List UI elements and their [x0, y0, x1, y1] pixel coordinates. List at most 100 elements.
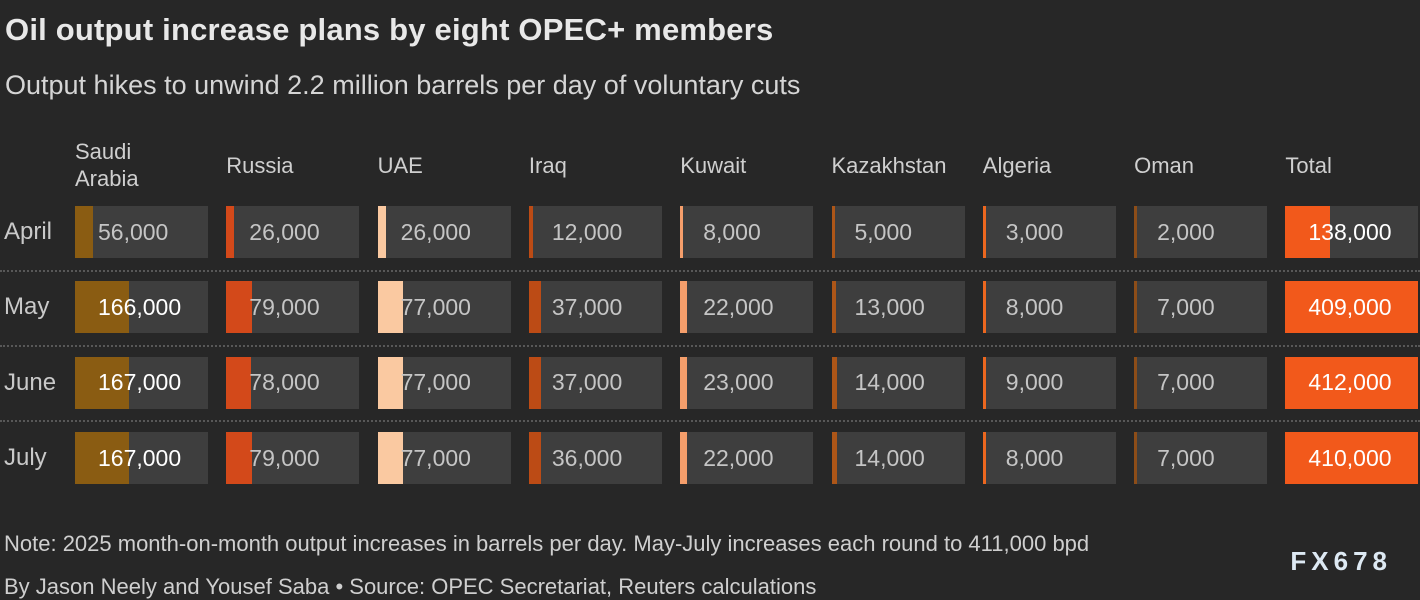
- value-bar: [528, 432, 541, 485]
- value-text: 23,000: [703, 369, 774, 396]
- value-cell-july-kuwait: 22,000: [680, 432, 814, 485]
- value-cell-april-total: 138,000: [1285, 206, 1419, 258]
- value-cell-may-iraq: 37,000: [528, 281, 662, 334]
- value-text: 77,000: [400, 369, 471, 396]
- value-text: 167,000: [98, 369, 182, 396]
- value-bar: [528, 356, 541, 409]
- value-text: 12,000: [551, 218, 623, 245]
- value-text: 8,000: [1005, 444, 1064, 471]
- value-bar: [680, 432, 688, 485]
- value-text: 26,000: [249, 218, 320, 245]
- column-header-uae: UAE: [377, 152, 423, 178]
- value-cell-may-uae: 77,000: [377, 281, 511, 334]
- value-text: 409,000: [1308, 293, 1392, 320]
- value-text: 8,000: [703, 218, 761, 245]
- value-bar: [680, 206, 684, 258]
- value-text: 5,000: [854, 218, 913, 245]
- value-text: 79,000: [249, 293, 320, 320]
- page-title: Oil output increase plans by eight OPEC+…: [5, 12, 774, 47]
- value-cell-june-saudi-arabia: 167,000: [75, 356, 208, 409]
- value-bar: [377, 356, 403, 409]
- value-bar: [75, 281, 129, 334]
- value-cell-june-uae: 77,000: [377, 356, 511, 409]
- value-text: 14,000: [854, 444, 925, 471]
- value-cell-april-kuwait: 8,000: [680, 206, 814, 258]
- column-header-saudi-arabia: Saudi Arabia: [75, 139, 139, 191]
- value-cell-july-kazakhstan: 14,000: [831, 432, 965, 485]
- value-text: 77,000: [400, 444, 471, 471]
- value-cell-june-oman: 7,000: [1134, 356, 1268, 409]
- value-bar: [1134, 206, 1138, 258]
- value-bar: [377, 206, 386, 258]
- value-bar: [982, 432, 986, 485]
- value-text: 138,000: [1308, 218, 1392, 245]
- column-header-total: Total: [1285, 152, 1332, 178]
- value-cell-may-total: 409,000: [1285, 281, 1419, 334]
- value-bar: [680, 281, 688, 334]
- value-cell-may-kazakhstan: 13,000: [831, 281, 965, 334]
- value-text: 36,000: [551, 444, 623, 471]
- value-cell-july-total: 410,000: [1285, 432, 1419, 485]
- value-cell-june-algeria: 9,000: [982, 356, 1116, 409]
- value-cell-july-russia: 79,000: [226, 432, 360, 485]
- value-cell-may-russia: 79,000: [226, 281, 360, 334]
- value-cell-july-uae: 77,000: [377, 432, 511, 485]
- value-text: 412,000: [1308, 369, 1392, 396]
- fx678-logo: FX678: [1290, 546, 1392, 576]
- value-text: 167,000: [98, 444, 182, 471]
- value-bar: [831, 206, 835, 258]
- value-cell-april-kazakhstan: 5,000: [831, 206, 965, 258]
- value-cell-june-iraq: 37,000: [528, 356, 662, 409]
- value-cell-june-russia: 78,000: [226, 356, 360, 409]
- value-bar: [982, 356, 986, 409]
- value-bar: [75, 206, 93, 258]
- value-cell-june-total: 412,000: [1285, 356, 1419, 409]
- value-text: 7,000: [1157, 444, 1215, 471]
- value-bar: [75, 356, 129, 409]
- row-label-april: April: [4, 218, 53, 245]
- row-separator: [0, 344, 1420, 347]
- value-cell-may-oman: 7,000: [1134, 281, 1268, 334]
- value-bar: [528, 281, 541, 334]
- value-text: 14,000: [854, 369, 925, 396]
- column-header-russia: Russia: [226, 152, 294, 178]
- value-text: 7,000: [1157, 293, 1215, 320]
- value-text: 9,000: [1005, 369, 1064, 396]
- value-cell-july-saudi-arabia: 167,000: [75, 432, 208, 485]
- value-text: 2,000: [1157, 218, 1215, 245]
- value-bar: [528, 206, 533, 258]
- value-text: 7,000: [1157, 369, 1215, 396]
- value-bar: [982, 206, 986, 258]
- value-cell-april-iraq: 12,000: [528, 206, 662, 258]
- value-cell-may-saudi-arabia: 166,000: [75, 281, 208, 334]
- value-text: 56,000: [98, 218, 169, 245]
- value-cell-may-kuwait: 22,000: [680, 281, 814, 334]
- value-text: 78,000: [249, 369, 320, 396]
- row-label-june: June: [4, 368, 57, 396]
- value-text: 410,000: [1308, 444, 1392, 471]
- value-cell-april-oman: 2,000: [1134, 206, 1268, 258]
- value-bar: [226, 356, 252, 409]
- footnote: Note: 2025 month-on-month output increas…: [4, 531, 1090, 556]
- value-text: 37,000: [551, 369, 623, 396]
- value-text: 3,000: [1005, 218, 1064, 245]
- column-header-iraq: Iraq: [528, 152, 567, 178]
- page-subtitle: Output hikes to unwind 2.2 million barre…: [5, 70, 801, 100]
- column-header-oman: Oman: [1134, 152, 1195, 178]
- value-text: 8,000: [1005, 293, 1064, 320]
- value-bar: [75, 432, 129, 485]
- row-label-july: July: [4, 444, 47, 472]
- column-header-algeria: Algeria: [982, 152, 1052, 178]
- value-cell-june-kazakhstan: 14,000: [831, 356, 965, 409]
- value-bar: [226, 432, 253, 485]
- value-text: 77,000: [400, 293, 471, 320]
- value-bar: [1285, 206, 1331, 258]
- column-header-kuwait: Kuwait: [680, 152, 747, 178]
- value-bar: [1134, 432, 1138, 485]
- value-cell-april-russia: 26,000: [226, 206, 360, 258]
- value-bar: [1285, 356, 1419, 409]
- value-text: 79,000: [249, 444, 320, 471]
- value-bar: [1285, 432, 1419, 485]
- value-bar: [680, 356, 688, 409]
